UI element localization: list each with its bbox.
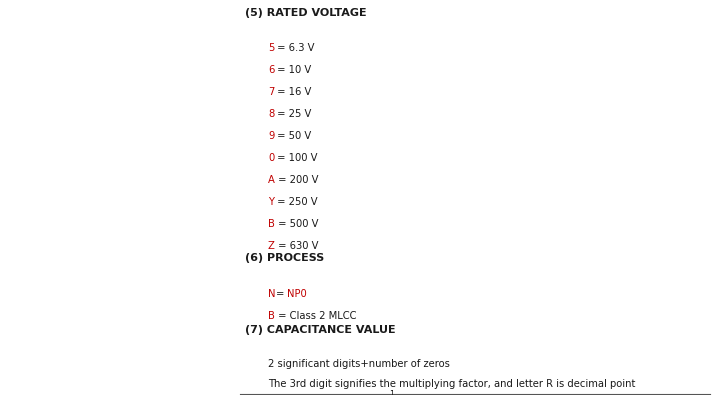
Text: NP0: NP0 [287, 289, 307, 299]
Text: B: B [268, 219, 275, 229]
Text: = 16 V: = 16 V [275, 87, 312, 97]
Text: = 100 V: = 100 V [274, 153, 318, 163]
Text: =: = [275, 289, 287, 299]
Text: = 630 V: = 630 V [275, 241, 319, 251]
Text: (6) PROCESS: (6) PROCESS [245, 253, 324, 263]
Text: 0: 0 [268, 153, 274, 163]
Text: B: B [268, 311, 275, 321]
Text: = 10 V: = 10 V [275, 65, 311, 75]
Text: The 3rd digit signifies the multiplying factor, and letter R is decimal point: The 3rd digit signifies the multiplying … [268, 379, 636, 389]
Text: = 200 V: = 200 V [275, 175, 319, 185]
Text: Y: Y [268, 197, 274, 207]
Text: = Class 2 MLCC: = Class 2 MLCC [275, 311, 357, 321]
Text: A: A [268, 175, 275, 185]
Text: 5: 5 [268, 43, 275, 53]
Text: 6: 6 [268, 65, 275, 75]
Text: = 500 V: = 500 V [275, 219, 319, 229]
Text: (5) RATED VOLTAGE: (5) RATED VOLTAGE [245, 8, 367, 18]
Text: 7: 7 [268, 87, 275, 97]
Text: (7) CAPACITANCE VALUE: (7) CAPACITANCE VALUE [245, 325, 395, 335]
Text: 1: 1 [389, 390, 394, 395]
Text: Z: Z [268, 241, 275, 251]
Text: 8: 8 [268, 109, 274, 119]
Text: = 250 V: = 250 V [274, 197, 318, 207]
Text: N: N [268, 289, 275, 299]
Text: = 25 V: = 25 V [274, 109, 311, 119]
Text: = 50 V: = 50 V [275, 131, 311, 141]
Text: 2 significant digits+number of zeros: 2 significant digits+number of zeros [268, 359, 450, 369]
Text: 9: 9 [268, 131, 275, 141]
Text: = 6.3 V: = 6.3 V [275, 43, 315, 53]
